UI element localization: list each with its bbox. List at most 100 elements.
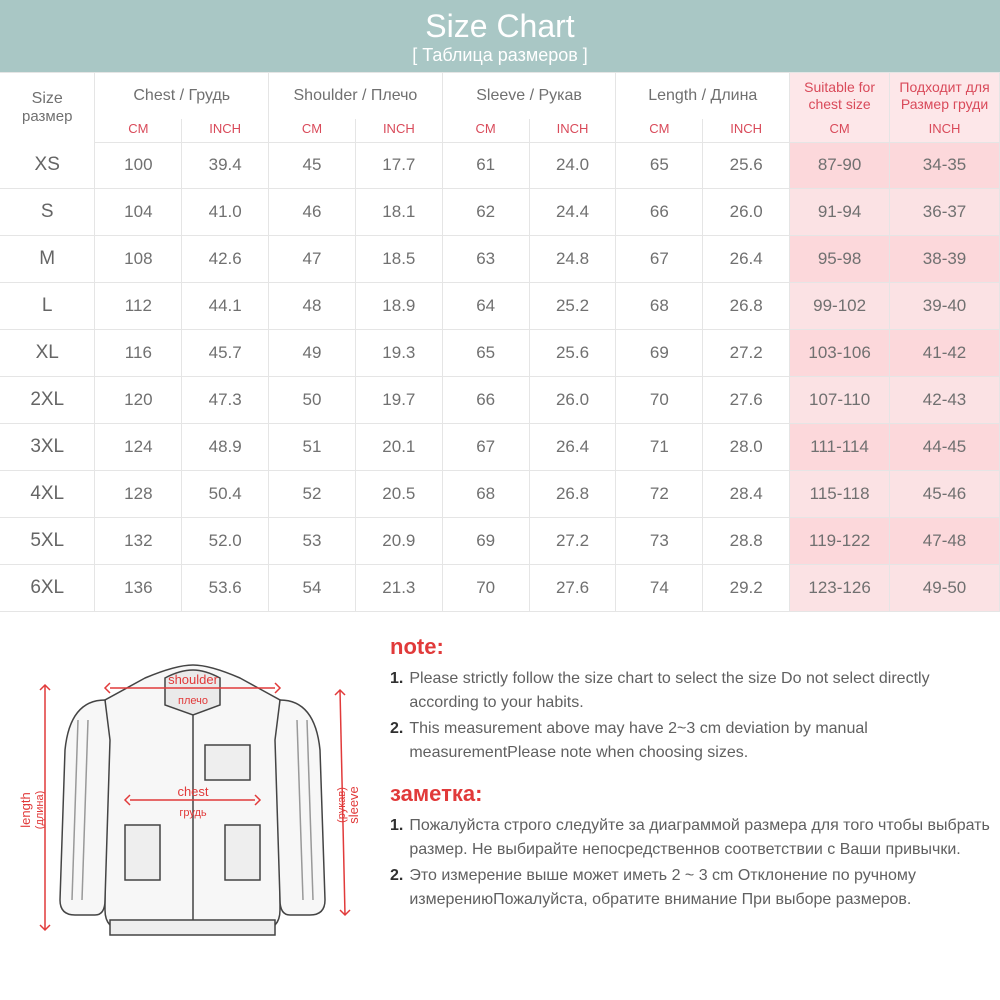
svg-text:грудь: грудь (179, 807, 207, 819)
col-sleeve: Sleeve / Рукав (442, 73, 616, 119)
cell-suit-cm: 111-114 (790, 424, 890, 471)
cell-sl-cm: 65 (442, 330, 529, 377)
svg-text:sleeve: sleeve (346, 786, 361, 824)
cell-chest-in: 52.0 (182, 518, 269, 565)
table-row: M10842.64718.56324.86726.495-9838-39 (0, 236, 1000, 283)
cell-len-in: 25.6 (703, 142, 790, 189)
cell-size: XS (0, 142, 95, 189)
cell-sh-cm: 48 (269, 283, 356, 330)
cell-chest-in: 41.0 (182, 189, 269, 236)
cell-sl-cm: 63 (442, 236, 529, 283)
table-row: 6XL13653.65421.37027.67429.2123-12649-50 (0, 565, 1000, 612)
cell-len-cm: 68 (616, 283, 703, 330)
cell-chest-in: 47.3 (182, 377, 269, 424)
size-table: Size размер Chest / Грудь Shoulder / Пле… (0, 72, 1000, 612)
cell-size: 2XL (0, 377, 95, 424)
table-header-row: Size размер Chest / Грудь Shoulder / Пле… (0, 73, 1000, 119)
cell-suit-cm: 115-118 (790, 471, 890, 518)
cell-len-cm: 70 (616, 377, 703, 424)
cell-chest-cm: 104 (95, 189, 182, 236)
cell-sl-in: 24.8 (529, 236, 616, 283)
cell-sl-in: 27.2 (529, 518, 616, 565)
cell-chest-cm: 128 (95, 471, 182, 518)
cell-sh-in: 18.5 (355, 236, 442, 283)
cell-sl-in: 26.0 (529, 377, 616, 424)
cell-size: 4XL (0, 471, 95, 518)
cell-sh-in: 21.3 (355, 565, 442, 612)
cell-sh-in: 18.1 (355, 189, 442, 236)
cell-sh-in: 18.9 (355, 283, 442, 330)
table-row: 2XL12047.35019.76626.07027.6107-11042-43 (0, 377, 1000, 424)
cell-sl-in: 26.4 (529, 424, 616, 471)
cell-sl-in: 24.4 (529, 189, 616, 236)
cell-sl-cm: 67 (442, 424, 529, 471)
svg-text:length: length (18, 792, 33, 827)
cell-chest-in: 50.4 (182, 471, 269, 518)
cell-len-cm: 65 (616, 142, 703, 189)
bottom-section: shoulder плечо chest грудь length (длина… (0, 612, 1000, 975)
cell-len-cm: 71 (616, 424, 703, 471)
cell-sl-cm: 62 (442, 189, 529, 236)
col-chest: Chest / Грудь (95, 73, 269, 119)
cell-size: M (0, 236, 95, 283)
cell-size: L (0, 283, 95, 330)
cell-suit-cm: 123-126 (790, 565, 890, 612)
cell-sl-cm: 61 (442, 142, 529, 189)
cell-sl-cm: 69 (442, 518, 529, 565)
cell-sh-cm: 53 (269, 518, 356, 565)
svg-text:плечо: плечо (178, 695, 208, 707)
svg-text:(рукав): (рукав) (336, 787, 348, 823)
cell-chest-cm: 108 (95, 236, 182, 283)
svg-text:(длина): (длина) (34, 791, 46, 830)
cell-len-in: 28.0 (703, 424, 790, 471)
cell-len-in: 26.8 (703, 283, 790, 330)
note-en-2: 2.This measurement above may have 2~3 cm… (390, 717, 990, 765)
table-unit-row: CM INCH CM INCH CM INCH CM INCH CM INCH (0, 119, 1000, 143)
cell-chest-cm: 136 (95, 565, 182, 612)
cell-chest-in: 45.7 (182, 330, 269, 377)
cell-sl-cm: 64 (442, 283, 529, 330)
cell-len-in: 26.0 (703, 189, 790, 236)
cell-suit-in: 39-40 (890, 283, 1000, 330)
cell-chest-in: 42.6 (182, 236, 269, 283)
cell-len-in: 29.2 (703, 565, 790, 612)
cell-suit-cm: 107-110 (790, 377, 890, 424)
cell-size: 3XL (0, 424, 95, 471)
cell-chest-cm: 132 (95, 518, 182, 565)
cell-size: XL (0, 330, 95, 377)
cell-len-cm: 72 (616, 471, 703, 518)
cell-len-cm: 73 (616, 518, 703, 565)
cell-len-cm: 69 (616, 330, 703, 377)
cell-sh-in: 19.3 (355, 330, 442, 377)
cell-sh-in: 20.9 (355, 518, 442, 565)
cell-chest-in: 39.4 (182, 142, 269, 189)
cell-len-in: 28.8 (703, 518, 790, 565)
table-row: XL11645.74919.36525.66927.2103-10641-42 (0, 330, 1000, 377)
cell-suit-in: 41-42 (890, 330, 1000, 377)
svg-text:chest: chest (177, 784, 208, 799)
cell-suit-in: 47-48 (890, 518, 1000, 565)
cell-suit-cm: 87-90 (790, 142, 890, 189)
cell-chest-in: 53.6 (182, 565, 269, 612)
table-row: L11244.14818.96425.26826.899-10239-40 (0, 283, 1000, 330)
notes-block: note: 1.Please strictly follow the size … (390, 630, 990, 975)
cell-sl-in: 26.8 (529, 471, 616, 518)
cell-sl-in: 25.2 (529, 283, 616, 330)
cell-sh-cm: 54 (269, 565, 356, 612)
cell-suit-cm: 95-98 (790, 236, 890, 283)
table-row: S10441.04618.16224.46626.091-9436-37 (0, 189, 1000, 236)
note-title-en: note: (390, 630, 990, 663)
cell-len-cm: 74 (616, 565, 703, 612)
cell-size: S (0, 189, 95, 236)
cell-chest-cm: 112 (95, 283, 182, 330)
cell-suit-in: 44-45 (890, 424, 1000, 471)
cell-len-in: 27.6 (703, 377, 790, 424)
cell-size: 6XL (0, 565, 95, 612)
cell-suit-cm: 91-94 (790, 189, 890, 236)
header-title: Size Chart (0, 8, 1000, 45)
cell-suit-cm: 103-106 (790, 330, 890, 377)
cell-len-in: 27.2 (703, 330, 790, 377)
svg-text:shoulder: shoulder (168, 672, 219, 687)
cell-sh-cm: 46 (269, 189, 356, 236)
col-suitable-ru: Подходит для Размер груди (890, 73, 1000, 119)
